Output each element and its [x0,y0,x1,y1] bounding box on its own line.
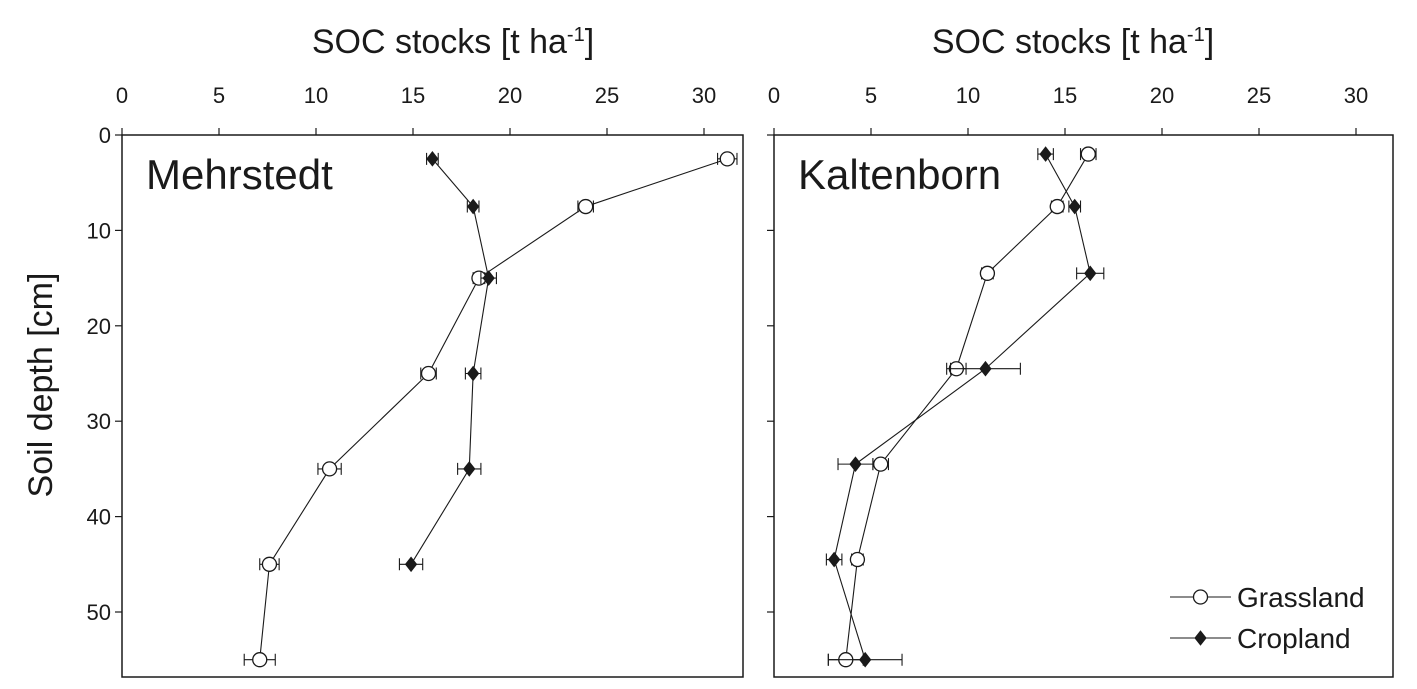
cropland-point [1039,146,1052,162]
cropland-point [482,270,495,286]
site-label: Kaltenborn [798,151,1001,198]
x-tick-label: 15 [1053,83,1077,108]
cropland-point [979,360,992,377]
panel-mehrstedt: SOC stocks [t ha-1] 0 5 10 15 20 25 30 0 10 20 30 40… [87,23,744,678]
plot-frame [773,134,1394,678]
cropland-point [467,365,480,382]
grassland-point [261,556,278,572]
grassland-point [719,151,735,167]
cropland-point [463,461,476,477]
cropland-point [404,556,418,573]
cropland-point [1084,265,1097,282]
grassland-line [259,158,728,660]
cropland-point [849,456,862,472]
y-tick-label: 0 [99,123,111,148]
x-tick-label: 25 [1247,83,1271,108]
x-tick-label: 20 [498,83,522,108]
legend-cropland-marker [1194,630,1207,646]
legend-grassland-marker [1192,589,1209,605]
grassland-point [979,265,996,281]
cropland-point [426,151,439,167]
x-tick-label: 25 [595,83,619,108]
y-tick-label: 30 [87,409,111,434]
grassland-point [321,461,338,477]
y-tick-label: 10 [87,218,111,243]
grassland-point [578,198,594,215]
y-axis-title: Soil depth [cm] [22,273,60,498]
legend-cropland-label: Cropland [1237,623,1351,654]
grassland-point [1049,198,1065,215]
y-tick-label: 40 [87,505,111,530]
grassland-point [252,652,268,668]
x-tick-label: 20 [1150,83,1174,108]
y-tick-label: 20 [87,314,111,339]
cropland-point [859,651,872,668]
x-tick-label: 5 [213,83,225,108]
cropland-point [828,551,841,568]
grassland-point [1080,146,1096,162]
site-label: Mehrstedt [146,151,333,198]
grassland-point [849,551,866,568]
x-axis-title: SOC stocks [t ha-1] [312,23,594,61]
legend: Grassland Cropland [1170,582,1365,654]
x-tick-label: 10 [956,83,980,108]
cropland-point [467,198,480,215]
x-tick-label: 5 [865,83,877,108]
grassland-point [873,456,889,472]
cropland-line [833,153,1091,660]
x-axis-title: SOC stocks [t ha-1] [932,23,1214,61]
x-tick-label: 0 [768,83,780,108]
cropland-line [410,158,490,565]
y-tick-label: 50 [87,600,111,625]
x-tick-label: 15 [401,83,425,108]
cropland-point [1068,198,1081,215]
plot-frame [121,134,744,678]
legend-grassland-label: Grassland [1237,582,1365,613]
panel-kaltenborn: SOC stocks [t ha-1] 0 5 10 15 20 25 30 Kaltenbor… [767,23,1394,678]
x-tick-label: 0 [116,83,128,108]
grassland-line [845,153,1089,660]
x-tick-label: 10 [304,83,328,108]
grassland-point [420,365,437,382]
x-tick-label: 30 [1344,83,1368,108]
x-tick-label: 30 [692,83,716,108]
